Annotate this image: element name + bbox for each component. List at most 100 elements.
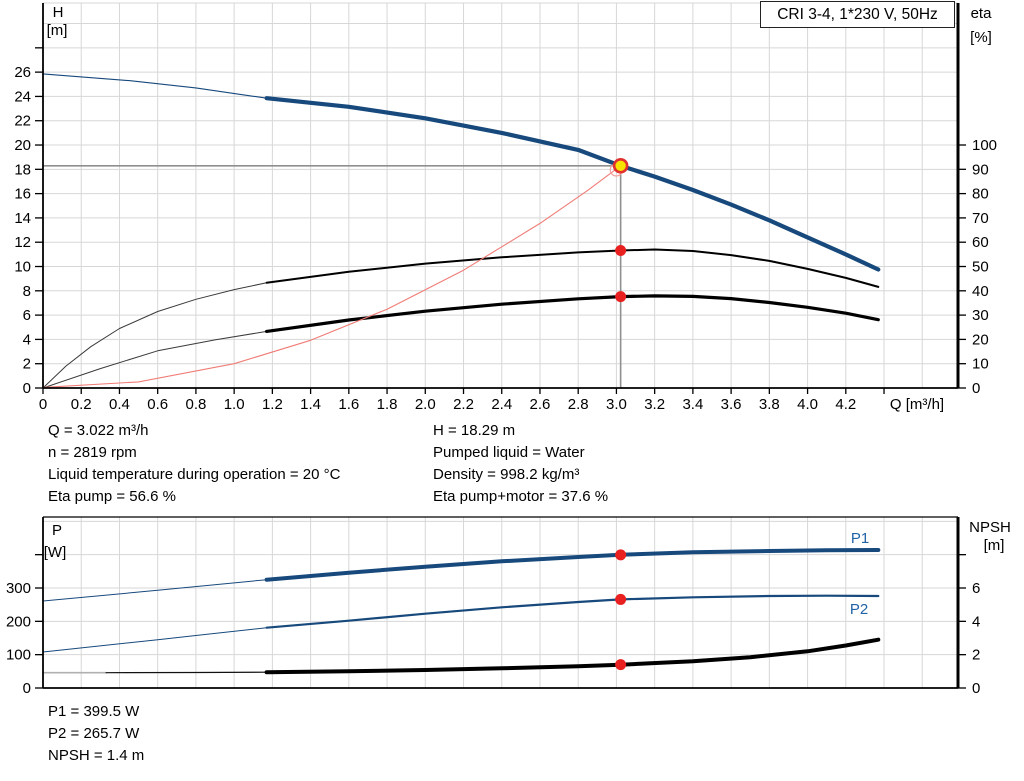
pump-curve-head [264, 96, 881, 272]
p1-curve-thin [42, 579, 268, 602]
tick-label: 1.6 [338, 396, 359, 413]
annotation-npsh: NPSH = 1.4 m [48, 747, 145, 764]
tick-label: 4 [23, 331, 31, 348]
tick-label: 22 [14, 113, 31, 130]
annotation-eta-pump: Eta pump = 56.6 % [48, 488, 176, 505]
eta-pump-motor-curve [265, 294, 880, 333]
tick-label: 3.0 [606, 396, 627, 413]
duty-point-marker[interactable] [612, 157, 629, 174]
tick-label: 18 [14, 161, 31, 178]
pump-curve-head-thin [42, 73, 268, 99]
tick-label: 0 [972, 380, 980, 397]
p2-curve-thin [42, 627, 268, 653]
tick-label: 100 [972, 137, 997, 154]
tick-label: 2.6 [530, 396, 551, 413]
tick-label: 0.2 [71, 396, 92, 413]
tick-label: 1.0 [224, 396, 245, 413]
tick-label: 0 [23, 380, 31, 397]
tick-label: 3.2 [644, 396, 665, 413]
eta-axis-unit: [%] [970, 29, 992, 46]
eta-pump-motor-curve-thin [42, 330, 268, 389]
tick-label: 24 [14, 88, 31, 105]
tick-label: 100 [6, 647, 31, 664]
p-axis-title: P [51, 522, 63, 539]
npsh-curve-thin [105, 671, 268, 674]
annotation-eta-pump-motor: Eta pump+motor = 37.6 % [433, 488, 609, 505]
tick-label: 16 [14, 186, 31, 203]
tick-label: 0.8 [185, 396, 206, 413]
tick-label: 26 [14, 64, 31, 81]
tick-label: 1.4 [300, 396, 321, 413]
series-label-P2: P2 [850, 601, 868, 618]
h-axis-title: H [52, 4, 64, 21]
tick-label: 300 [6, 580, 31, 597]
chart-title-box: CRI 3-4, 1*230 V, 50Hz [760, 1, 955, 28]
tick-label: 0.6 [147, 396, 168, 413]
duty-annotation-left: Q = 3.022 m³/h n = 2819 rpm Liquid tempe… [48, 420, 340, 508]
annotation-head: H = 18.29 m [433, 422, 516, 439]
eta-axis-title: eta [970, 5, 992, 22]
operating-point-dot [615, 244, 627, 256]
tick-label: 3.8 [759, 396, 780, 413]
tick-label: 20 [14, 137, 31, 154]
annotation-liquid: Pumped liquid = Water [433, 444, 585, 461]
tick-label: 60 [972, 234, 989, 251]
eta-pump-curve-thin [42, 282, 268, 389]
tick-label: 0.4 [109, 396, 130, 413]
tick-label: 1.8 [377, 396, 398, 413]
annotation-p2: P2 = 265.7 W [48, 725, 140, 742]
q-axis-title: Q [m³/h] [889, 396, 945, 413]
tick-label: 10 [14, 259, 31, 276]
tick-label: 200 [6, 613, 31, 630]
eta-pump-curve [265, 248, 880, 288]
npsh-axis-unit: [m] [983, 537, 1005, 554]
tick-label: 40 [972, 283, 989, 300]
operating-point-dot [615, 593, 627, 605]
tick-label: 8 [23, 283, 31, 300]
p1-curve [264, 548, 881, 582]
p-axis-unit: [W] [43, 544, 67, 561]
tick-label: 4.2 [835, 396, 856, 413]
tick-label: 4.0 [797, 396, 818, 413]
tick-label: 0 [972, 680, 980, 697]
tick-label: 6 [23, 307, 31, 324]
operating-point-dot [615, 549, 627, 561]
tick-label: 70 [972, 210, 989, 227]
npsh-curve [264, 637, 881, 675]
tick-label: 2 [972, 647, 980, 664]
tick-label: 50 [972, 259, 989, 276]
tick-label: 1.2 [262, 396, 283, 413]
tick-label: 6 [972, 580, 980, 597]
operating-point-dot [615, 291, 627, 303]
annotation-temperature: Liquid temperature during operation = 20… [48, 466, 341, 483]
tick-label: 2.2 [453, 396, 474, 413]
affinity-parabola [42, 165, 622, 388]
tick-label: 20 [972, 331, 989, 348]
tick-label: 30 [972, 307, 989, 324]
tick-label: 2.0 [415, 396, 436, 413]
tick-label: 14 [14, 210, 31, 227]
operating-point-dot [615, 659, 627, 671]
pump-head-efficiency-chart: 0 0.2 0.4 0.6 0.8 1.0 1.2 1.4 1.6 1.8 2.0 2.2 2.4 2.6… [14, 2, 997, 413]
duty-annotation-right: H = 18.29 m Pumped liquid = Water Densit… [433, 420, 608, 508]
annotation-density: Density = 998.2 kg/m³ [433, 466, 580, 483]
tick-label: 2.4 [491, 396, 512, 413]
tick-label: 3.4 [682, 396, 703, 413]
annotation-flow: Q = 3.022 m³/h [48, 422, 149, 439]
power-annotation: P1 = 399.5 W P2 = 265.7 W NPSH = 1.4 m [48, 701, 144, 767]
tick-label: 12 [14, 234, 31, 251]
power-npsh-chart: 0 100 200 300 0 2 4 6 P1 P2 [6, 516, 980, 697]
tick-label: 3.6 [721, 396, 742, 413]
tick-label: 10 [972, 356, 989, 373]
tick-label: 2.8 [568, 396, 589, 413]
h-axis-unit: [m] [46, 22, 68, 39]
tick-label: 80 [972, 186, 989, 203]
tick-label: 2 [23, 356, 31, 373]
tick-label: 0 [39, 396, 47, 413]
annotation-speed: n = 2819 rpm [48, 444, 137, 461]
series-label-P1: P1 [851, 530, 869, 547]
annotation-p1: P1 = 399.5 W [48, 703, 140, 720]
p2-curve [265, 594, 880, 629]
tick-label: 0 [23, 680, 31, 697]
